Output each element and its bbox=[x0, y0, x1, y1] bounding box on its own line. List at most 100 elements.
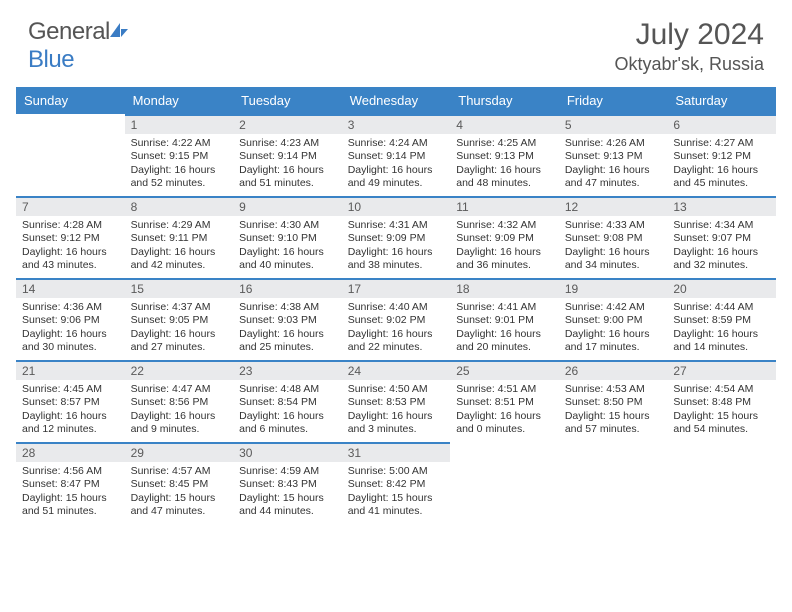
day-content: Sunrise: 4:42 AMSunset: 9:00 PMDaylight:… bbox=[559, 298, 668, 359]
day-number-bar: 26 bbox=[559, 360, 668, 380]
day-content: Sunrise: 5:00 AMSunset: 8:42 PMDaylight:… bbox=[342, 462, 451, 523]
day-number-bar: 31 bbox=[342, 442, 451, 462]
logo: GeneralBlue bbox=[28, 18, 130, 74]
calendar-day-cell: 28Sunrise: 4:56 AMSunset: 8:47 PMDayligh… bbox=[16, 442, 125, 524]
calendar-table: SundayMondayTuesdayWednesdayThursdayFrid… bbox=[16, 87, 776, 524]
day-number-bar: 5 bbox=[559, 114, 668, 134]
calendar-day-cell: 27Sunrise: 4:54 AMSunset: 8:48 PMDayligh… bbox=[667, 360, 776, 442]
day-content: Sunrise: 4:47 AMSunset: 8:56 PMDaylight:… bbox=[125, 380, 234, 441]
calendar-day-cell: 9Sunrise: 4:30 AMSunset: 9:10 PMDaylight… bbox=[233, 196, 342, 278]
calendar-day-cell bbox=[559, 442, 668, 524]
day-content: Sunrise: 4:53 AMSunset: 8:50 PMDaylight:… bbox=[559, 380, 668, 441]
day-number-bar: 12 bbox=[559, 196, 668, 216]
day-content: Sunrise: 4:24 AMSunset: 9:14 PMDaylight:… bbox=[342, 134, 451, 195]
calendar-day-cell: 24Sunrise: 4:50 AMSunset: 8:53 PMDayligh… bbox=[342, 360, 451, 442]
day-content: Sunrise: 4:36 AMSunset: 9:06 PMDaylight:… bbox=[16, 298, 125, 359]
calendar-day-cell: 1Sunrise: 4:22 AMSunset: 9:15 PMDaylight… bbox=[125, 114, 234, 196]
day-number-bar: 22 bbox=[125, 360, 234, 380]
calendar-day-cell: 3Sunrise: 4:24 AMSunset: 9:14 PMDaylight… bbox=[342, 114, 451, 196]
day-content: Sunrise: 4:40 AMSunset: 9:02 PMDaylight:… bbox=[342, 298, 451, 359]
calendar-day-cell: 7Sunrise: 4:28 AMSunset: 9:12 PMDaylight… bbox=[16, 196, 125, 278]
day-content: Sunrise: 4:41 AMSunset: 9:01 PMDaylight:… bbox=[450, 298, 559, 359]
day-content: Sunrise: 4:29 AMSunset: 9:11 PMDaylight:… bbox=[125, 216, 234, 277]
day-content: Sunrise: 4:33 AMSunset: 9:08 PMDaylight:… bbox=[559, 216, 668, 277]
day-number-bar: 30 bbox=[233, 442, 342, 462]
day-number-bar: 19 bbox=[559, 278, 668, 298]
day-number-bar: 27 bbox=[667, 360, 776, 380]
logo-text: GeneralBlue bbox=[28, 18, 130, 74]
calendar-day-cell: 29Sunrise: 4:57 AMSunset: 8:45 PMDayligh… bbox=[125, 442, 234, 524]
day-content: Sunrise: 4:50 AMSunset: 8:53 PMDaylight:… bbox=[342, 380, 451, 441]
calendar-week-row: 28Sunrise: 4:56 AMSunset: 8:47 PMDayligh… bbox=[16, 442, 776, 524]
calendar-day-cell: 10Sunrise: 4:31 AMSunset: 9:09 PMDayligh… bbox=[342, 196, 451, 278]
day-number-bar: 15 bbox=[125, 278, 234, 298]
day-content: Sunrise: 4:57 AMSunset: 8:45 PMDaylight:… bbox=[125, 462, 234, 523]
logo-sail-icon bbox=[108, 18, 130, 46]
calendar-day-cell: 22Sunrise: 4:47 AMSunset: 8:56 PMDayligh… bbox=[125, 360, 234, 442]
calendar-day-cell: 18Sunrise: 4:41 AMSunset: 9:01 PMDayligh… bbox=[450, 278, 559, 360]
day-content: Sunrise: 4:59 AMSunset: 8:43 PMDaylight:… bbox=[233, 462, 342, 523]
calendar-week-row: 14Sunrise: 4:36 AMSunset: 9:06 PMDayligh… bbox=[16, 278, 776, 360]
calendar-week-row: 21Sunrise: 4:45 AMSunset: 8:57 PMDayligh… bbox=[16, 360, 776, 442]
day-content: Sunrise: 4:38 AMSunset: 9:03 PMDaylight:… bbox=[233, 298, 342, 359]
calendar-day-cell: 21Sunrise: 4:45 AMSunset: 8:57 PMDayligh… bbox=[16, 360, 125, 442]
day-content: Sunrise: 4:23 AMSunset: 9:14 PMDaylight:… bbox=[233, 134, 342, 195]
day-content: Sunrise: 4:25 AMSunset: 9:13 PMDaylight:… bbox=[450, 134, 559, 195]
day-number-bar: 25 bbox=[450, 360, 559, 380]
day-number-bar: 16 bbox=[233, 278, 342, 298]
calendar-day-cell: 15Sunrise: 4:37 AMSunset: 9:05 PMDayligh… bbox=[125, 278, 234, 360]
weekday-header: Tuesday bbox=[233, 87, 342, 114]
weekday-header: Sunday bbox=[16, 87, 125, 114]
day-content: Sunrise: 4:34 AMSunset: 9:07 PMDaylight:… bbox=[667, 216, 776, 277]
day-number-bar: 10 bbox=[342, 196, 451, 216]
calendar-day-cell bbox=[16, 114, 125, 196]
page-title: July 2024 bbox=[615, 18, 764, 52]
calendar-day-cell bbox=[667, 442, 776, 524]
calendar-day-cell: 13Sunrise: 4:34 AMSunset: 9:07 PMDayligh… bbox=[667, 196, 776, 278]
calendar-week-row: 1Sunrise: 4:22 AMSunset: 9:15 PMDaylight… bbox=[16, 114, 776, 196]
calendar-week-row: 7Sunrise: 4:28 AMSunset: 9:12 PMDaylight… bbox=[16, 196, 776, 278]
calendar-day-cell: 31Sunrise: 5:00 AMSunset: 8:42 PMDayligh… bbox=[342, 442, 451, 524]
weekday-header: Wednesday bbox=[342, 87, 451, 114]
location-label: Oktyabr'sk, Russia bbox=[615, 54, 764, 75]
title-block: July 2024 Oktyabr'sk, Russia bbox=[615, 18, 764, 75]
day-number-bar: 28 bbox=[16, 442, 125, 462]
day-number-bar: 20 bbox=[667, 278, 776, 298]
day-number-bar: 6 bbox=[667, 114, 776, 134]
day-number-bar: 8 bbox=[125, 196, 234, 216]
day-number-bar: 4 bbox=[450, 114, 559, 134]
calendar-day-cell: 12Sunrise: 4:33 AMSunset: 9:08 PMDayligh… bbox=[559, 196, 668, 278]
weekday-header-row: SundayMondayTuesdayWednesdayThursdayFrid… bbox=[16, 87, 776, 114]
weekday-header: Saturday bbox=[667, 87, 776, 114]
header: GeneralBlue July 2024 Oktyabr'sk, Russia bbox=[0, 0, 792, 83]
day-number-bar: 7 bbox=[16, 196, 125, 216]
day-number-bar: 18 bbox=[450, 278, 559, 298]
calendar-day-cell: 4Sunrise: 4:25 AMSunset: 9:13 PMDaylight… bbox=[450, 114, 559, 196]
day-content: Sunrise: 4:54 AMSunset: 8:48 PMDaylight:… bbox=[667, 380, 776, 441]
day-number-bar: 9 bbox=[233, 196, 342, 216]
day-content: Sunrise: 4:56 AMSunset: 8:47 PMDaylight:… bbox=[16, 462, 125, 523]
calendar-body: 1Sunrise: 4:22 AMSunset: 9:15 PMDaylight… bbox=[16, 114, 776, 524]
calendar-day-cell: 2Sunrise: 4:23 AMSunset: 9:14 PMDaylight… bbox=[233, 114, 342, 196]
calendar-day-cell: 20Sunrise: 4:44 AMSunset: 8:59 PMDayligh… bbox=[667, 278, 776, 360]
day-number-bar: 14 bbox=[16, 278, 125, 298]
day-number-bar: 11 bbox=[450, 196, 559, 216]
calendar-day-cell bbox=[450, 442, 559, 524]
day-content: Sunrise: 4:51 AMSunset: 8:51 PMDaylight:… bbox=[450, 380, 559, 441]
calendar-day-cell: 11Sunrise: 4:32 AMSunset: 9:09 PMDayligh… bbox=[450, 196, 559, 278]
day-number-bar: 2 bbox=[233, 114, 342, 134]
logo-text-gray: General bbox=[28, 18, 110, 45]
calendar-day-cell: 17Sunrise: 4:40 AMSunset: 9:02 PMDayligh… bbox=[342, 278, 451, 360]
calendar-day-cell: 30Sunrise: 4:59 AMSunset: 8:43 PMDayligh… bbox=[233, 442, 342, 524]
day-content: Sunrise: 4:31 AMSunset: 9:09 PMDaylight:… bbox=[342, 216, 451, 277]
day-number-bar: 3 bbox=[342, 114, 451, 134]
day-content: Sunrise: 4:22 AMSunset: 9:15 PMDaylight:… bbox=[125, 134, 234, 195]
weekday-header: Friday bbox=[559, 87, 668, 114]
day-number-bar: 13 bbox=[667, 196, 776, 216]
day-content: Sunrise: 4:26 AMSunset: 9:13 PMDaylight:… bbox=[559, 134, 668, 195]
day-content: Sunrise: 4:48 AMSunset: 8:54 PMDaylight:… bbox=[233, 380, 342, 441]
day-number-bar: 1 bbox=[125, 114, 234, 134]
calendar-day-cell: 19Sunrise: 4:42 AMSunset: 9:00 PMDayligh… bbox=[559, 278, 668, 360]
weekday-header: Monday bbox=[125, 87, 234, 114]
day-number-bar: 29 bbox=[125, 442, 234, 462]
